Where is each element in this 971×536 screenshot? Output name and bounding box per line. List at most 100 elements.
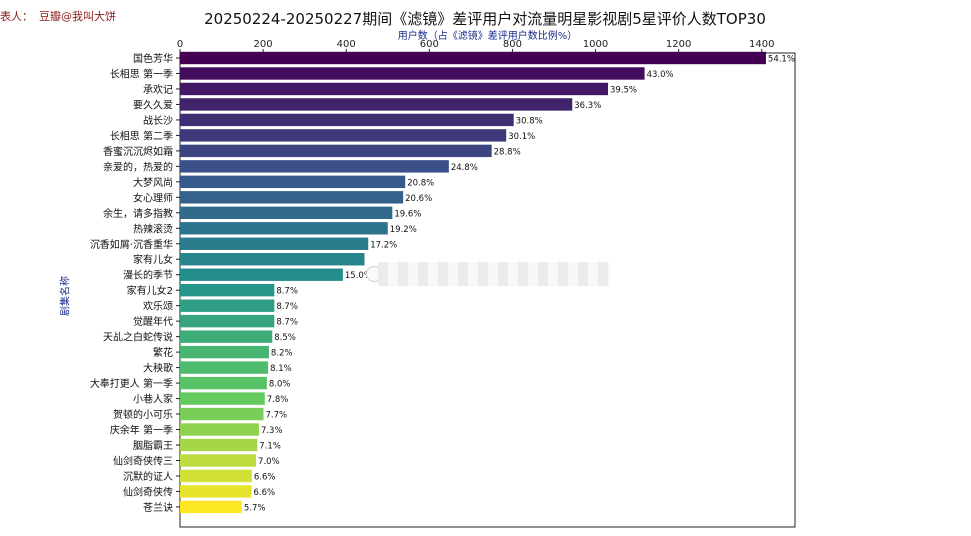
x-tick-label: 1200 — [666, 39, 691, 50]
value-label: 39.5% — [610, 85, 637, 95]
value-label: 7.0% — [258, 457, 280, 467]
category-label: 胭脂霸王 — [133, 439, 173, 452]
category-label: 承欢记 — [143, 83, 173, 96]
bar — [180, 500, 242, 514]
category-label: 觉醒年代 — [133, 315, 173, 328]
value-label: 8.7% — [276, 302, 298, 312]
value-label: 8.0% — [269, 380, 291, 390]
bar — [180, 222, 388, 235]
value-label: 7.7% — [266, 411, 288, 421]
bar — [180, 237, 369, 250]
value-label: 20.8% — [407, 178, 434, 188]
x-tick-label: 0 — [177, 39, 183, 50]
bar — [180, 67, 645, 80]
bar — [180, 160, 449, 173]
value-label: 7.1% — [259, 442, 281, 452]
x-tick-label: 400 — [337, 39, 356, 50]
value-label: 8.5% — [274, 333, 296, 343]
category-label: 余生，请多指教 — [103, 207, 173, 220]
category-label: 仙剑奇侠传 — [123, 485, 173, 498]
category-label: 家有儿女2 — [127, 284, 173, 297]
category-label: 天乩之白蛇传说 — [103, 331, 173, 344]
value-label: 54.1% — [768, 55, 795, 65]
value-label: 24.8% — [451, 163, 478, 173]
category-label: 热辣滚烫 — [133, 222, 173, 235]
value-label: 7.3% — [261, 426, 283, 436]
bar — [180, 129, 507, 142]
value-label: 19.6% — [394, 209, 421, 219]
x-tick-label: 1400 — [749, 39, 774, 50]
value-label: 30.1% — [508, 132, 535, 142]
category-label: 沉香如屑·沉香重华 — [90, 238, 173, 251]
value-label: 8.7% — [276, 318, 298, 328]
category-label: 亲爱的，热爱的 — [103, 160, 173, 173]
value-label: 5.7% — [244, 503, 266, 513]
value-label: 7.8% — [267, 395, 289, 405]
chart-credit: 表人： 豆瓣@我叫大饼 — [0, 8, 116, 24]
category-label: 女心理师 — [133, 191, 173, 204]
value-label: 8.7% — [276, 287, 298, 297]
bar — [180, 423, 259, 436]
credit-label: 表人： — [0, 10, 33, 23]
bar — [180, 175, 406, 189]
bar — [180, 82, 609, 96]
value-label: 8.2% — [271, 349, 293, 359]
value-label: 19.2% — [390, 225, 417, 235]
category-label: 繁花 — [153, 346, 173, 359]
value-label: 43.0% — [647, 70, 674, 80]
value-label: 30.8% — [516, 116, 543, 126]
category-label: 家有儿女 — [133, 253, 173, 266]
bar — [180, 469, 252, 483]
category-label: 大梦风尚 — [133, 176, 173, 189]
bar — [180, 454, 257, 467]
category-label: 长相思 第二季 — [110, 129, 173, 142]
bar — [180, 345, 269, 359]
bar — [180, 392, 265, 405]
category-label: 庆余年 第一季 — [110, 424, 173, 437]
bar — [180, 268, 343, 281]
category-label: 漫长的季节 — [123, 269, 173, 282]
x-tick-label: 1000 — [583, 39, 608, 50]
value-label: 8.1% — [270, 364, 292, 374]
x-tick-label: 600 — [420, 39, 439, 50]
category-label: 仙剑奇侠传三 — [113, 454, 173, 467]
value-label: 17.2% — [370, 240, 397, 250]
category-label: 欢乐颂 — [143, 300, 173, 313]
value-label: 15.0% — [345, 271, 372, 281]
category-label: 国色芳华 — [133, 52, 173, 65]
bar — [180, 485, 252, 498]
bar — [180, 407, 264, 421]
bar — [180, 113, 514, 127]
category-label: 贺顿的小可乐 — [113, 408, 173, 421]
x-axis-title: 用户数（占《滤镜》差评用户数比例%） — [397, 31, 578, 42]
category-label: 大奉打更人 第一季 — [90, 377, 173, 390]
bar — [180, 376, 267, 390]
category-label: 香蜜沉沉烬如霜 — [103, 145, 173, 158]
category-label: 小巷人家 — [133, 393, 173, 406]
value-label: 28.8% — [494, 147, 521, 157]
bar — [180, 98, 573, 111]
x-tick-label: 200 — [254, 39, 273, 50]
chart-title: 20250224-20250227期间《滤镜》差评用户对流量明星影视剧5星评价人… — [204, 10, 766, 28]
bar — [180, 191, 404, 204]
bar — [180, 51, 766, 65]
bar — [180, 206, 393, 219]
bar — [180, 253, 365, 266]
value-label: 6.6% — [253, 488, 275, 498]
bar — [180, 438, 258, 452]
x-tick-label: 800 — [503, 39, 522, 50]
bar — [180, 284, 275, 297]
category-label: 要久久爱 — [133, 98, 173, 111]
category-label: 沉默的证人 — [123, 470, 173, 483]
category-label: 长相思 第一季 — [110, 67, 173, 80]
value-label: 20.6% — [405, 194, 432, 204]
value-label: 36.3% — [574, 101, 601, 111]
bar — [180, 144, 492, 158]
bar — [180, 314, 275, 328]
category-label: 苍兰诀 — [143, 501, 173, 514]
bar — [180, 361, 269, 374]
category-label: 大秧歌 — [143, 362, 173, 375]
watermark — [378, 262, 610, 286]
value-label: 6.6% — [254, 472, 276, 482]
